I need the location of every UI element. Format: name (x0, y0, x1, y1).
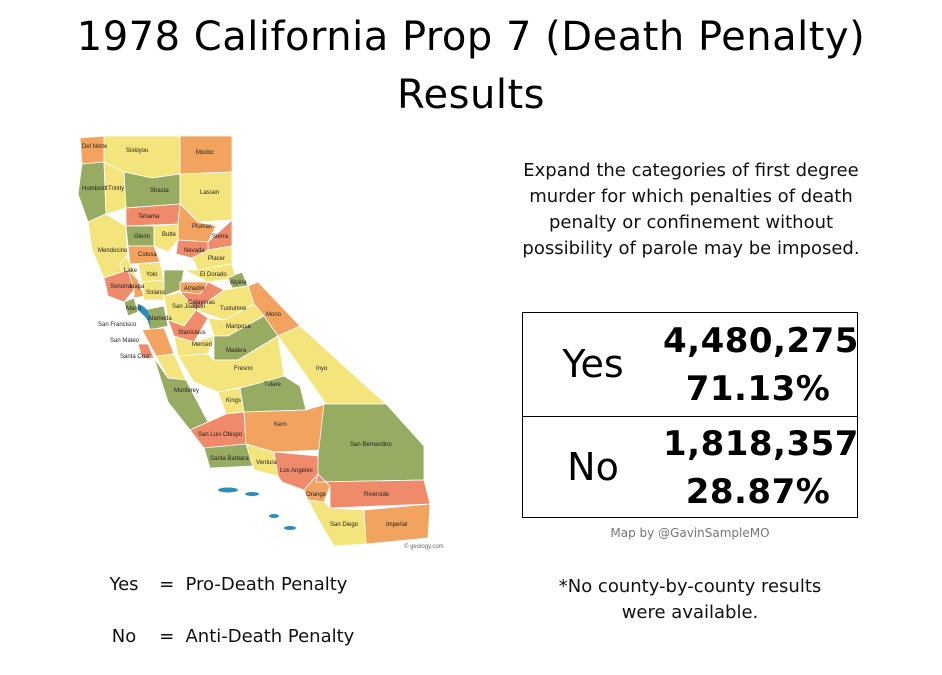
legend-equals: = (159, 626, 175, 647)
county-el-dorado (183, 263, 237, 283)
county-label-mariposa: Mariposa (226, 324, 251, 330)
county-label-san-luis-obispo: San Luis Obispo (198, 432, 243, 438)
county-label-glenn: Glenn (134, 234, 150, 240)
bay-water (138, 304, 151, 326)
county-del-norte (79, 135, 105, 165)
county-label-stanislaus: Stanislaus (178, 330, 206, 336)
proposition-description: Expand the categories of first degree mu… (522, 160, 860, 259)
map-watermark: © geology.com (404, 543, 444, 550)
county-placer (191, 245, 233, 271)
county-label-nevada: Nevada (184, 248, 205, 254)
results-table: Yes 4,480,275 71.13% No 1,818,357 28.87% (522, 312, 858, 518)
california-county-map: Del Norte Siskiyou Modoc Humboldt Trinity Sha… (77, 135, 444, 550)
county-label-san-bernardino: San Bernardino (350, 442, 392, 448)
legend-meaning: Pro-Death Penalty (185, 574, 348, 595)
county-label-lake: Lake (124, 268, 138, 274)
county-label-butte: Butte (162, 232, 177, 238)
county-label-sierra: Sierra (212, 234, 229, 240)
county-label-mendocino: Mendocino (98, 248, 128, 254)
legend-key: Yes (109, 574, 139, 595)
county-humboldt (77, 161, 107, 223)
county-label-kings: Kings (226, 398, 241, 404)
island-3 (269, 514, 279, 518)
county-butte (153, 223, 179, 253)
county-label-siskiyou: Siskiyou (126, 148, 148, 154)
county-label-plumas: Plumas (192, 224, 212, 230)
county-label-fresno: Fresno (234, 366, 253, 372)
county-label-humboldt: Humboldt (82, 186, 108, 192)
county-label-santa-cruz: Santa Cruz (120, 354, 150, 360)
page-title: 1978 California Prop 7 (Death Penalty) R… (0, 8, 942, 124)
county-label-napa: Napa (130, 284, 145, 290)
county-label-placer: Placer (208, 256, 225, 262)
county-label-sonoma: Sonoma (110, 284, 133, 290)
county-label-merced: Merced (192, 342, 212, 348)
county-label-los-angeles: Los Angeles (280, 468, 313, 474)
county-label-modoc: Modoc (196, 150, 214, 156)
county-label-trinity: Trinity (108, 186, 124, 192)
title-line-2: Results (397, 72, 545, 118)
county-fresno (177, 335, 285, 393)
legend-key: No (111, 626, 137, 647)
county-label-santa-barbara: Santa Barbara (210, 456, 249, 462)
county-label-calaveras: Calaveras (188, 300, 215, 306)
county-label-madera: Madera (226, 348, 247, 354)
title-line-1: 1978 California Prop 7 (Death Penalty) (76, 14, 866, 60)
county-label-marin: Marin (126, 306, 141, 312)
no-percent: 28.87% (685, 472, 831, 512)
county-label-tuolumne: Tuolumne (220, 306, 247, 312)
results-row-no: No 1,818,357 28.87% (523, 416, 859, 519)
county-sonoma (103, 269, 135, 303)
county-label-inyo: Inyo (316, 366, 328, 372)
county-label-imperial: Imperial (386, 522, 407, 528)
footnote-line-1: *No county-by-county results (558, 576, 822, 597)
county-label-shasta: Shasta (150, 188, 169, 194)
yes-percent: 71.13% (685, 369, 831, 409)
county-imperial (363, 503, 431, 545)
island-2 (245, 492, 259, 496)
county-label-tehama: Tehama (138, 214, 160, 220)
no-label: No (567, 445, 619, 489)
county-label-alpine: Alpine (230, 280, 247, 286)
county-label-colusa: Colusa (138, 252, 157, 258)
footnote: *No county-by-county results were availa… (522, 574, 858, 626)
county-label-tulare: Tulare (264, 382, 281, 388)
county-napa (127, 269, 145, 299)
county-label-amador: Amador (184, 286, 205, 292)
county-label-ventura: Ventura (256, 460, 277, 466)
county-label-orange: Orange (306, 492, 327, 498)
footnote-line-2: were available. (621, 602, 759, 623)
county-label-san-joaquin: San Joaquin (172, 304, 205, 310)
county-label-del-norte: Del Norte (82, 144, 108, 150)
county-label-monterey: Monterey (174, 388, 199, 394)
county-label-riverside: Riverside (364, 492, 390, 498)
county-marin (123, 297, 139, 317)
county-label-solano: Solano (146, 290, 165, 296)
yes-label: Yes (562, 342, 624, 386)
county-label-san-mateo: San Mateo (110, 338, 140, 344)
no-votes: 1,818,357 (663, 424, 859, 464)
county-merced (173, 335, 215, 357)
legend-row-no: No = Anti-Death Penalty (100, 626, 355, 647)
results-row-yes: Yes 4,480,275 71.13% (523, 313, 859, 417)
county-label-kern: Kern (274, 422, 287, 428)
county-solano (141, 279, 165, 301)
county-label-el-dorado: El Dorado (200, 272, 227, 278)
island-1 (218, 487, 238, 493)
county-label-san-diego: San Diego (330, 522, 359, 528)
county-label-san-francisco: San Francisco (98, 322, 137, 328)
legend-row-yes: Yes = Pro-Death Penalty (100, 574, 347, 595)
legend-equals: = (159, 574, 175, 595)
map-credit: Map by @GavinSampleMO (610, 526, 770, 540)
county-label-yolo: Yolo (146, 272, 158, 278)
county-label-alameda: Alameda (148, 316, 172, 322)
county-lassen (179, 171, 233, 223)
county-label-mono: Mono (266, 312, 282, 318)
island-4 (284, 526, 296, 530)
legend-meaning: Anti-Death Penalty (185, 626, 355, 647)
county-label-lassen: Lassen (200, 190, 219, 196)
yes-votes: 4,480,275 (663, 321, 859, 361)
